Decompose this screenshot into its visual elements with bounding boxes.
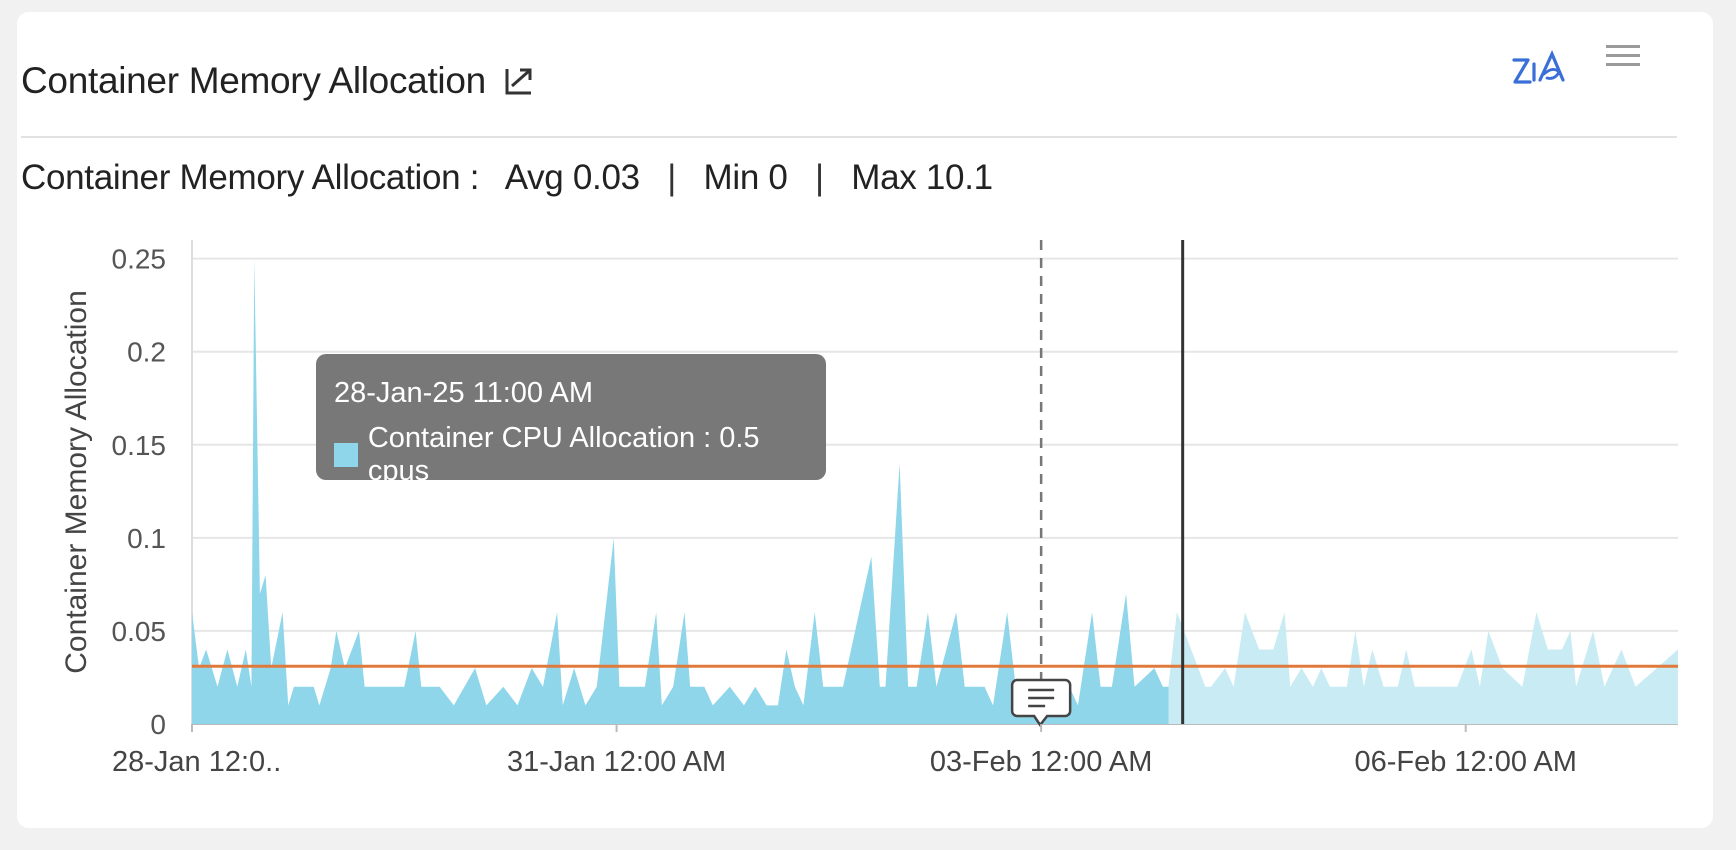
x-tick-label: 06-Feb 12:00 AM: [1354, 746, 1576, 778]
y-tick-label: 0.1: [127, 523, 166, 554]
zia-icon[interactable]: [1511, 40, 1567, 92]
x-tick-label: 28-Jan 12:0..: [112, 746, 281, 778]
tooltip-series-row: Container CPU Allocation : 0.5 cpus: [334, 422, 826, 488]
expand-chart-icon[interactable]: [502, 64, 536, 98]
header-divider: [21, 136, 1677, 138]
y-tick-label: 0.15: [112, 430, 167, 461]
tooltip-series-label: Container CPU Allocation : 0.5 cpus: [367, 422, 760, 487]
hamburger-menu-icon[interactable]: [1604, 40, 1642, 74]
tooltip-date: 28-Jan-25 11:00 AM: [334, 377, 594, 409]
y-tick-label: 0.05: [112, 616, 167, 647]
summary-stats: Container Memory Allocation : Avg 0.03 |…: [21, 158, 993, 198]
summary-max: Max 10.1: [851, 158, 993, 197]
y-tick-label: 0.25: [112, 244, 167, 275]
summary-avg: Avg 0.03: [504, 158, 640, 197]
y-axis-title: Container Memory Allocation: [60, 290, 93, 674]
x-tick-label: 03-Feb 12:00 AM: [930, 746, 1152, 778]
summary-label: Container Memory Allocation :: [21, 158, 480, 197]
series-area-forecast: [1168, 612, 1678, 724]
chart-tooltip: 28-Jan-25 11:00 AM Container CPU Allocat…: [316, 354, 826, 487]
y-tick-label: 0.2: [127, 337, 166, 368]
tooltip-series-swatch: [334, 443, 358, 467]
y-tick-label: 0: [150, 709, 166, 740]
summary-min: Min 0: [703, 158, 788, 197]
series-area-actual: [192, 258, 1178, 724]
chart-title: Container Memory Allocation: [21, 60, 486, 101]
title-row: Container Memory Allocation: [21, 60, 536, 102]
summary-separator: |: [667, 158, 677, 197]
x-tick-label: 31-Jan 12:00 AM: [507, 746, 726, 778]
summary-separator: |: [815, 158, 824, 197]
annotation-comment-icon: [1010, 678, 1072, 728]
